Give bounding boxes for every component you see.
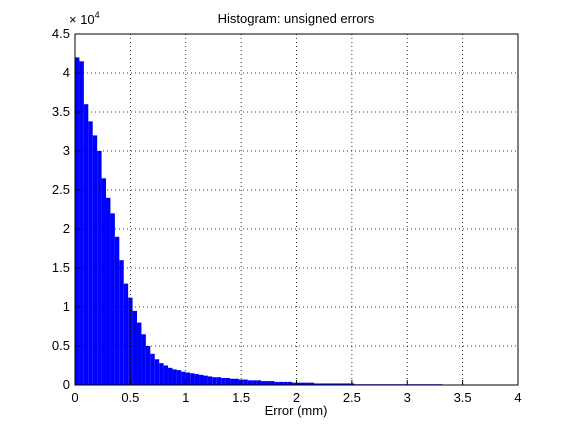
bar [243, 379, 248, 385]
bar [168, 367, 173, 385]
y-multiplier-exponent: 4 [95, 10, 100, 20]
bar [225, 377, 231, 385]
bar [265, 381, 270, 385]
bar [199, 374, 204, 385]
y-tick-label: 1.5 [52, 260, 70, 275]
bar [114, 236, 120, 385]
x-tick-label: 3.5 [454, 390, 472, 405]
bar [194, 374, 200, 385]
y-tick-label: 0.5 [52, 338, 70, 353]
bar [132, 310, 138, 385]
x-axis-label: Error (mm) [265, 403, 328, 418]
y-tick-label: 1 [63, 299, 70, 314]
bar [128, 297, 133, 385]
bar [101, 178, 107, 385]
y-tick-label: 4 [63, 65, 70, 80]
bar [252, 380, 257, 385]
y-tick-label: 2 [63, 221, 70, 236]
x-tick-label: 2.5 [343, 390, 361, 405]
x-tick-label: 1.5 [232, 390, 250, 405]
bar [123, 283, 129, 385]
bar [141, 334, 146, 385]
bar [79, 61, 84, 386]
x-tick-label: 0 [71, 390, 78, 405]
axes-box [74, 33, 519, 386]
bar [305, 382, 310, 385]
bar [106, 197, 111, 385]
y-multiplier-base: × 10 [69, 12, 95, 27]
x-tick-label: 0.5 [121, 390, 139, 405]
bar [300, 382, 306, 385]
chart-title: Histogram: unsigned errors [218, 11, 375, 26]
bar [287, 381, 293, 385]
bar [203, 375, 208, 385]
bar [261, 381, 266, 385]
bar [75, 57, 80, 386]
bar [172, 369, 177, 385]
bar [327, 383, 332, 385]
bar [176, 370, 182, 385]
bar [137, 322, 142, 385]
bar [83, 104, 89, 385]
bar [154, 359, 160, 385]
bar [163, 365, 169, 385]
bar [119, 260, 124, 385]
bar [216, 377, 222, 385]
bar [234, 378, 239, 385]
bar [247, 380, 253, 385]
bar [309, 382, 315, 385]
bar [145, 346, 151, 385]
bar [331, 383, 337, 385]
y-tick-label: 4.5 [52, 26, 70, 41]
y-multiplier: × 104 [69, 10, 100, 27]
x-tick-label: 1 [182, 390, 189, 405]
bar [256, 380, 262, 385]
bar [278, 381, 284, 385]
bar [88, 121, 93, 386]
bar [269, 381, 275, 385]
bar [296, 382, 301, 385]
bar [336, 383, 341, 385]
bar [274, 381, 279, 385]
bar [190, 373, 195, 385]
bar [230, 378, 235, 385]
bar [110, 213, 115, 385]
bar [221, 377, 226, 385]
y-tick-label: 0 [63, 377, 70, 392]
bar [345, 383, 350, 385]
y-tick-label: 3.5 [52, 104, 70, 119]
x-tick-label: 4 [514, 390, 521, 405]
x-tick-label: 3 [404, 390, 411, 405]
bar [283, 381, 288, 385]
bar [318, 383, 324, 385]
bar [207, 376, 213, 385]
bar [292, 382, 297, 385]
bar [212, 377, 217, 385]
bar [150, 353, 155, 385]
bar [159, 363, 164, 385]
y-tick-label: 2.5 [52, 182, 70, 197]
bar [181, 371, 186, 385]
bar [185, 372, 191, 385]
bar [340, 383, 346, 385]
bar [314, 383, 319, 385]
x-tick-label: 2 [293, 390, 300, 405]
bar [323, 383, 328, 385]
bar [92, 135, 98, 385]
y-tick-label: 3 [63, 143, 70, 158]
